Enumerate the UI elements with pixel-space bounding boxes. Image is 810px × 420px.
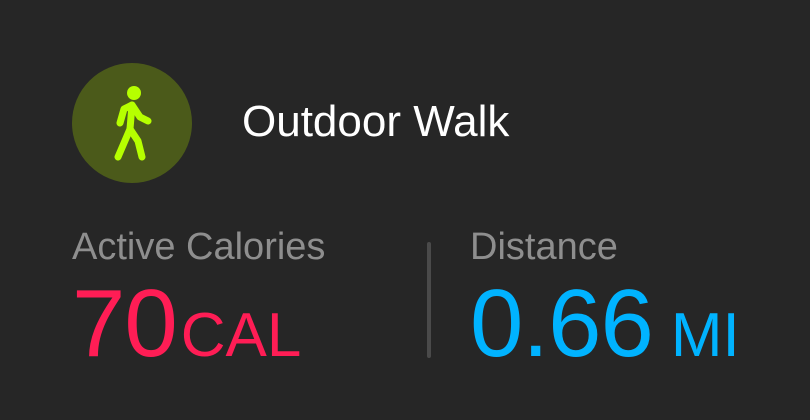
distance-label: Distance <box>470 226 618 268</box>
distance-value: 0.66 MI <box>470 274 740 374</box>
distance-unit: MI <box>670 301 740 370</box>
calories-unit: CAL <box>180 301 302 370</box>
calories-label: Active Calories <box>72 226 326 268</box>
workout-title: Outdoor Walk <box>242 97 510 146</box>
calories-number: 70 <box>72 270 178 377</box>
walking-figure-icon <box>114 86 152 161</box>
workout-icon-badge <box>72 63 192 183</box>
distance-number: 0.66 <box>470 270 654 377</box>
calories-value: 70CAL <box>72 274 301 374</box>
metric-divider <box>427 242 431 358</box>
